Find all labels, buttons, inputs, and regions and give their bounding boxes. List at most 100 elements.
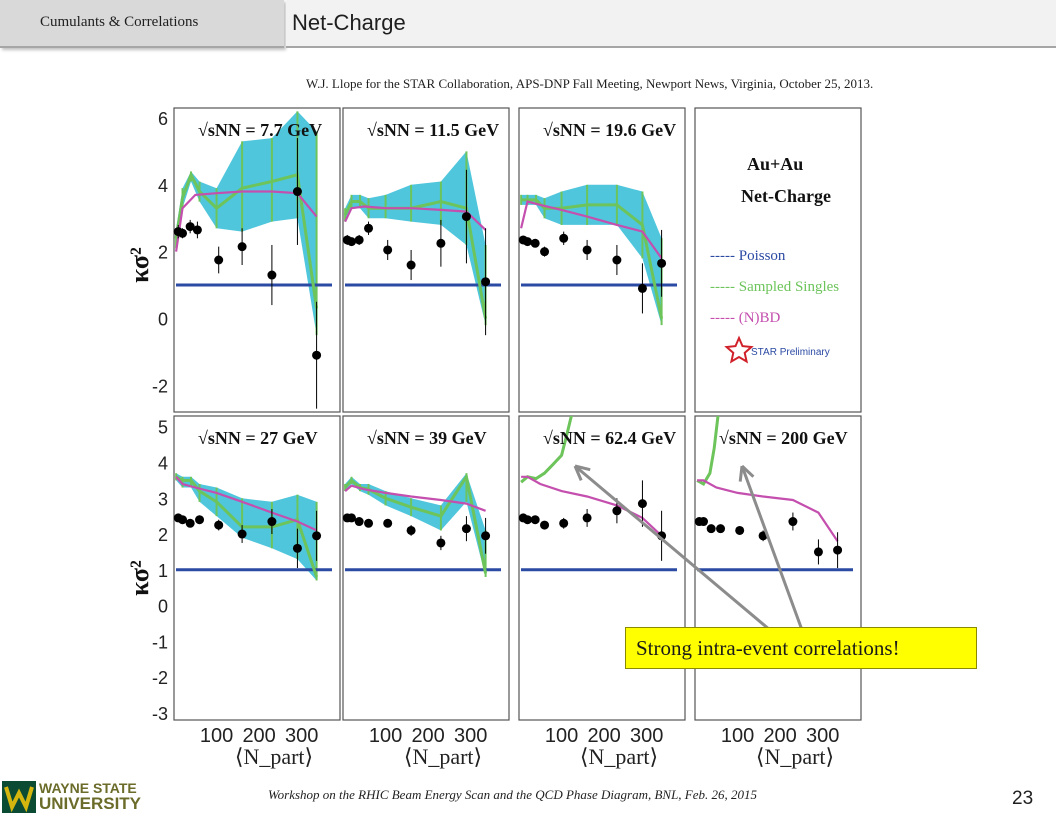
- nbd-line: [521, 475, 663, 537]
- citation: W.J. Llope for the STAR Collaboration, A…: [306, 76, 874, 91]
- energy-label: √sNN = 200 GeV: [719, 428, 848, 448]
- logo-wordmark: WAYNE STATE UNIVERSITY: [39, 780, 141, 812]
- data-point: [716, 524, 726, 534]
- nbd-line: [520, 200, 663, 259]
- data-point: [178, 228, 188, 238]
- data-point: [214, 255, 224, 265]
- footer-workshop: Workshop on the RHIC Beam Energy Scan an…: [268, 787, 758, 802]
- x-tick-label: 100: [545, 725, 578, 747]
- callout-arrowhead-icon: [573, 464, 591, 481]
- y-tick-label: 5: [158, 418, 168, 438]
- data-point: [292, 187, 302, 197]
- systematic-band: [521, 184, 662, 326]
- plot-panel-frame: [518, 415, 686, 721]
- nbd-line: [344, 484, 486, 512]
- data-point: [582, 513, 592, 523]
- legend-entry: ----- Sampled Singles: [710, 279, 839, 295]
- x-tick-label: 200: [587, 725, 620, 747]
- x-tick-label: 300: [285, 725, 318, 747]
- data-point: [788, 517, 798, 527]
- data-point: [481, 531, 491, 541]
- data-point: [406, 525, 416, 535]
- data-point: [436, 538, 446, 548]
- callout-arrowhead-icon: [738, 464, 755, 482]
- sampled-singles-line: [175, 475, 319, 578]
- data-point: [178, 515, 188, 525]
- data-point: [559, 233, 569, 243]
- page-number: 23: [1012, 788, 1034, 809]
- callout-arrow: [740, 465, 804, 631]
- x-axis-label: ⟨N_part⟩: [235, 744, 313, 769]
- slide-title: Net-Charge: [292, 10, 406, 35]
- y-axis-label: κσ²: [130, 560, 154, 596]
- data-point: [559, 518, 569, 528]
- nbd-line: [175, 190, 318, 252]
- energy-label: √sNN = 39 GeV: [367, 428, 487, 448]
- x-tick-label: 100: [369, 725, 402, 747]
- y-tick-label: 0: [158, 309, 168, 329]
- data-point: [347, 513, 357, 523]
- data-point: [312, 531, 322, 541]
- sampled-singles-line: [521, 198, 664, 319]
- data-point: [267, 517, 277, 527]
- data-point: [582, 245, 592, 255]
- nbd-line: [175, 476, 318, 532]
- energy-label: √sNN = 11.5 GeV: [367, 120, 499, 140]
- x-tick-label: 300: [454, 725, 487, 747]
- data-point: [530, 515, 540, 525]
- data-point: [637, 499, 647, 509]
- data-point: [237, 242, 247, 252]
- x-tick-label: 300: [630, 725, 663, 747]
- y-tick-label: -1: [152, 632, 168, 652]
- legend-entry: ----- Poisson: [710, 248, 786, 264]
- data-point: [813, 547, 823, 557]
- energy-label: √sNN = 62.4 GeV: [543, 428, 676, 448]
- x-tick-label: 200: [242, 725, 275, 747]
- data-point: [292, 543, 302, 553]
- data-point: [657, 258, 667, 268]
- data-point: [383, 518, 393, 528]
- data-point: [185, 222, 195, 232]
- data-point: [364, 518, 374, 528]
- sampled-singles-line: [343, 472, 488, 574]
- sampled-singles-line: [174, 171, 319, 309]
- x-axis-label: ⟨N_part⟩: [580, 744, 658, 769]
- data-point: [192, 225, 202, 235]
- energy-label: √sNN = 27 GeV: [198, 428, 318, 448]
- data-point: [185, 518, 195, 528]
- data-point: [833, 545, 843, 555]
- data-point: [612, 506, 622, 516]
- x-tick-label: 300: [806, 725, 839, 747]
- data-point: [481, 277, 491, 287]
- y-tick-label: 6: [158, 109, 168, 129]
- y-tick-label: 3: [158, 489, 168, 509]
- data-point: [383, 245, 393, 255]
- nbd-line: [344, 205, 487, 231]
- data-point: [461, 524, 471, 534]
- logo-line-1: WAYNE STATE: [39, 780, 137, 796]
- slide-title-bar: Net-Charge: [286, 0, 1056, 48]
- y-tick-label: 1: [158, 561, 168, 581]
- systematic-band: [345, 151, 486, 326]
- y-tick-label: 2: [158, 243, 168, 263]
- wayne-state-logo: [2, 781, 36, 813]
- sampled-singles-line: [696, 416, 720, 487]
- data-point: [461, 212, 471, 222]
- kappa-sigma-figure: κσ² κσ² 6 4 2 0 -2 √sNN = 7.7 GeV √sNN = 11.5 Ge…: [130, 107, 862, 769]
- data-point: [267, 270, 277, 280]
- data-point: [735, 525, 745, 535]
- y-axis-label: κσ²: [130, 247, 154, 283]
- data-point: [523, 515, 533, 525]
- plot-panel-frame: [342, 415, 510, 721]
- preliminary-label: STAR Preliminary: [751, 347, 830, 358]
- systematic-band: [176, 111, 317, 336]
- data-point: [523, 237, 533, 247]
- y-tick-label: -2: [152, 376, 168, 396]
- data-point: [312, 350, 322, 360]
- legend-title: Au+Au: [747, 154, 803, 174]
- y-tick-label: 0: [158, 597, 168, 617]
- data-point: [436, 238, 446, 248]
- data-point: [706, 524, 716, 534]
- y-tick-label: 4: [158, 176, 168, 196]
- data-point: [364, 223, 374, 233]
